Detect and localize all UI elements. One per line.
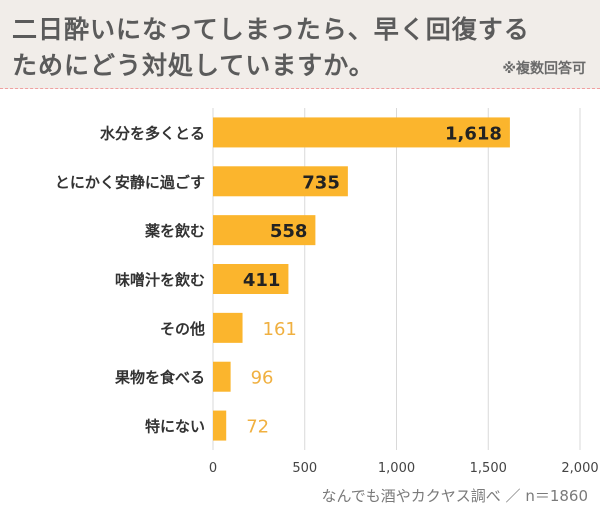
bar — [213, 166, 348, 197]
chart-title-line1: 二日酔いになってしまったら、早く回復する — [12, 15, 530, 44]
multiple-answer-note: ※複数回答可 — [502, 61, 586, 77]
data-label: 735 — [302, 172, 340, 193]
bar — [213, 264, 289, 294]
category-label: 水分を多くとる — [100, 124, 205, 142]
x-tick-label: 1,500 — [470, 461, 507, 476]
data-label: 72 — [246, 417, 269, 438]
category-label: 特にない — [145, 418, 205, 436]
x-tick-label: 1,000 — [378, 461, 415, 476]
bar — [213, 361, 231, 392]
data-label: 96 — [251, 368, 274, 389]
chart-title-line2: ためにどう対処していますか。 — [12, 51, 375, 80]
bar — [213, 117, 510, 148]
bar — [213, 215, 316, 246]
category-label: その他 — [160, 320, 205, 338]
category-label: 薬を飲む — [144, 222, 205, 240]
bar-chart: 0 500 1,000 1,500 2,000 水分を多くとる 1,618 とにかく安静に過ご… — [55, 108, 599, 476]
bar — [213, 312, 243, 343]
x-tick-label: 0 — [209, 461, 217, 476]
source-note: なんでも酒やカクヤス調べ ／ n＝1860 — [321, 487, 588, 505]
data-label: 161 — [263, 319, 297, 340]
chart-header: 二日酔いになってしまったら、早く回復する ためにどう対処していますか。 ※複数回… — [0, 0, 600, 89]
category-label: 果物を食べる — [114, 369, 205, 387]
data-label: 1,618 — [445, 123, 502, 144]
x-tick-label: 2,000 — [561, 461, 598, 476]
bar — [213, 410, 227, 441]
data-label: 411 — [243, 270, 281, 291]
category-label: 味噌汁を飲む — [115, 271, 205, 289]
category-label: とにかく安静に過ごす — [55, 173, 205, 191]
x-tick-label: 500 — [292, 461, 317, 476]
data-label: 558 — [270, 221, 308, 242]
